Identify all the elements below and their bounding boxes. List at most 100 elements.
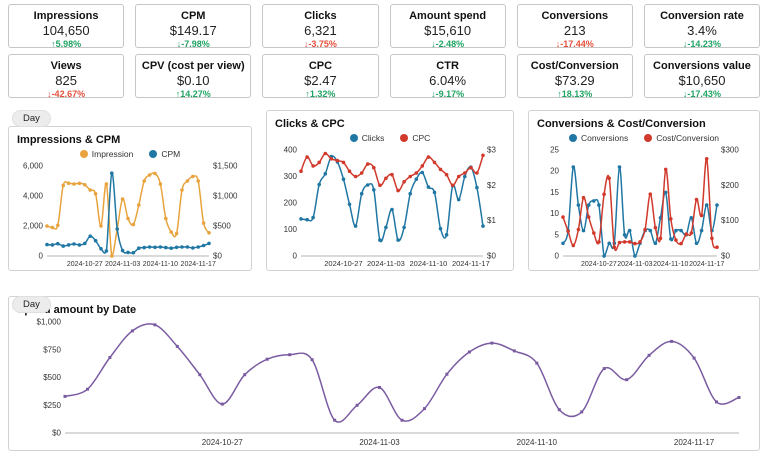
legend-item-cpc[interactable]: CPC	[400, 133, 430, 143]
x-axis-tick: 2024-11-10	[143, 261, 178, 268]
y-axis-tick: 6,000	[23, 162, 44, 171]
kpi-card-cpm: CPM $149.17 ↓-7.98%	[135, 4, 252, 49]
data-point	[445, 372, 449, 376]
data-point	[607, 241, 611, 246]
y-axis-tick: $2	[487, 181, 496, 190]
x-axis-tick: 2024-11-03	[359, 438, 400, 447]
data-point	[115, 227, 119, 231]
kpi-card-conversions-value: Conversions value $10,650 ↓-17.43%	[643, 54, 761, 99]
data-point	[147, 245, 152, 249]
data-point	[310, 358, 314, 362]
kpi-delta: ↓-7.98%	[176, 39, 210, 49]
y-axis-tick: $1,000	[213, 192, 238, 201]
data-point	[426, 185, 431, 189]
y-axis-tick: 2,000	[23, 222, 44, 231]
day-granularity-pill-bottom[interactable]: Day	[12, 296, 51, 313]
data-point	[669, 237, 673, 241]
data-point	[158, 245, 163, 249]
y-axis-tick: $250	[43, 401, 61, 410]
data-point	[147, 173, 152, 177]
kpi-delta: ↓-17.43%	[682, 89, 721, 99]
kpi-title: CTR	[436, 60, 459, 72]
data-point	[444, 233, 449, 237]
data-point	[576, 203, 581, 207]
data-point	[288, 353, 292, 357]
data-point	[633, 241, 637, 246]
x-axis-tick: 2024-10-27	[581, 261, 617, 268]
y-axis-tick: 0	[39, 252, 44, 261]
data-point	[335, 158, 340, 163]
data-point	[88, 188, 92, 192]
legend-item-cost-conversion[interactable]: Cost/Conversion	[644, 133, 719, 143]
legend-item-impression[interactable]: Impression	[79, 148, 134, 159]
data-point	[365, 162, 370, 166]
x-axis-tick: 2024-11-03	[105, 261, 140, 268]
data-point	[347, 169, 352, 173]
data-point	[638, 240, 642, 244]
y-axis-tick: 0	[555, 252, 560, 261]
data-point	[323, 151, 328, 156]
kpi-delta: ↑14.27%	[175, 89, 211, 99]
y-axis-tick: $1,000	[37, 318, 62, 327]
kpi-card-impressions: Impressions 104,650 ↑5.98%	[8, 4, 125, 49]
data-point	[699, 213, 704, 218]
data-point	[566, 229, 570, 234]
data-point	[622, 233, 627, 237]
data-point	[475, 185, 479, 190]
data-point	[704, 157, 709, 161]
data-point	[158, 182, 163, 186]
data-point	[142, 245, 146, 250]
data-point	[684, 232, 688, 236]
legend-dot-clicks	[349, 133, 358, 142]
data-point	[715, 245, 719, 249]
x-axis-tick: 2024-11-17	[674, 438, 715, 447]
data-point	[408, 191, 412, 196]
panel-conversions-cost: Conversions & Cost/Conversion Conversion…	[528, 110, 760, 271]
data-point	[699, 228, 704, 233]
legend-item-cpm[interactable]: CPM	[149, 149, 180, 159]
data-point	[602, 367, 606, 371]
data-point	[396, 188, 400, 193]
day-granularity-pill-top[interactable]: Day	[12, 110, 51, 127]
kpi-delta: ↓-9.17%	[431, 89, 465, 99]
kpi-value: 6.04%	[429, 73, 467, 88]
data-point	[679, 228, 683, 233]
data-point	[191, 246, 195, 250]
legend-item-conversions[interactable]: Conversions	[568, 133, 628, 143]
data-point	[265, 357, 269, 361]
kpi-delta: ↓-14.23%	[682, 39, 721, 49]
data-point	[692, 356, 696, 360]
y-axis-tick: 20	[550, 167, 559, 176]
series-line-impression	[46, 172, 210, 257]
data-point	[390, 172, 394, 177]
legend-label: Impression	[91, 148, 134, 159]
data-point	[56, 241, 60, 246]
data-point	[463, 174, 467, 179]
data-point	[174, 245, 179, 250]
data-point	[93, 238, 98, 243]
panel-spend-amount: Spend amount by Date $0 $250 $500 $750 $1,00…	[8, 296, 760, 451]
kpi-title: Conversions value	[653, 60, 751, 72]
data-point	[617, 240, 622, 245]
x-axis-tick: 2024-10-27	[324, 259, 362, 268]
data-point	[378, 183, 382, 188]
legend-dot-impression	[79, 149, 88, 158]
kpi-row-2: Views 825 ↓-42.67% CPV (cost per view) $0.10…	[8, 54, 761, 99]
x-axis-tick: 2024-11-10	[653, 261, 688, 268]
kpi-card-views: Views 825 ↓-42.67%	[8, 54, 125, 99]
legend-label: CPC	[412, 132, 431, 143]
legend-item-clicks[interactable]: Clicks	[349, 133, 384, 143]
data-point	[329, 157, 334, 161]
data-point	[164, 245, 168, 250]
kpi-row-1: Impressions 104,650 ↑5.98% CPM $149.17 ↓-7.98…	[8, 4, 761, 49]
data-point	[317, 182, 321, 187]
data-point	[402, 180, 406, 184]
y-axis-tick: 300	[284, 172, 298, 181]
data-point	[571, 165, 576, 169]
data-point	[164, 216, 168, 221]
data-point	[432, 190, 437, 195]
data-point	[647, 353, 651, 357]
data-point	[378, 238, 382, 242]
data-point	[581, 228, 586, 233]
